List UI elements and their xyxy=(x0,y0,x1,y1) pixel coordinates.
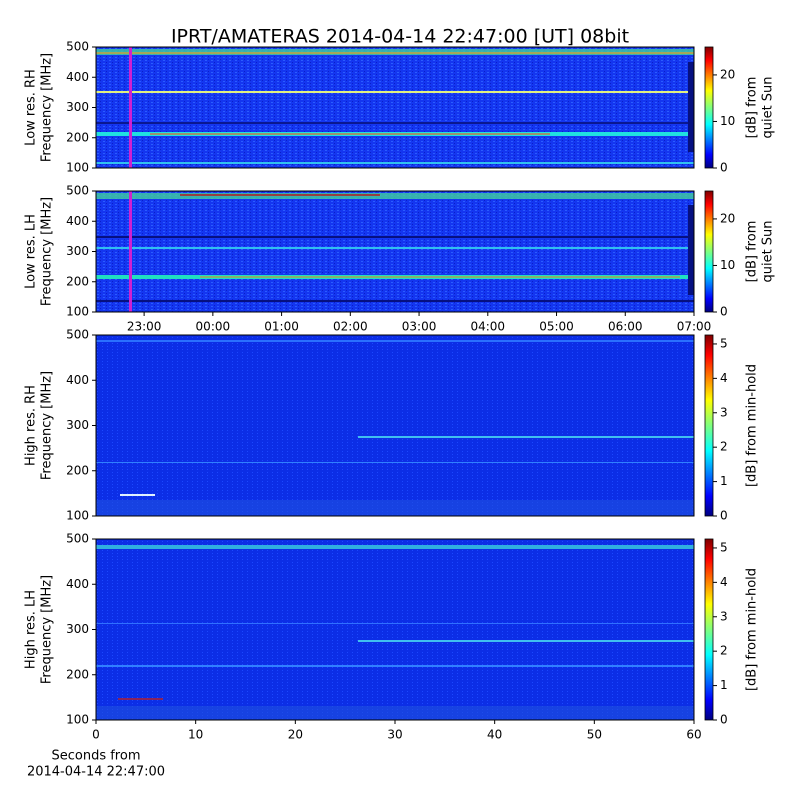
colorbar-tick-label: 3 xyxy=(720,405,728,419)
x-tick-label: 20 xyxy=(288,728,303,742)
x-tick-label: 0 xyxy=(92,728,100,742)
x-axis-label: 2014-04-14 22:47:00 xyxy=(27,765,165,780)
spectrogram xyxy=(96,191,694,312)
y-tick-label: 500 xyxy=(66,40,89,54)
y-axis-label: Low res. LH xyxy=(24,214,39,289)
y-tick-label: 100 xyxy=(66,161,89,175)
colorbar-label: [dB] from xyxy=(745,221,760,283)
y-tick-label: 300 xyxy=(66,244,89,258)
y-tick-label: 400 xyxy=(66,70,89,84)
y-tick-label: 500 xyxy=(66,328,89,342)
colorbar xyxy=(704,46,714,169)
x-tick-label: 06:00 xyxy=(608,320,643,334)
y-tick-label: 200 xyxy=(66,130,89,144)
spectrogram xyxy=(96,539,694,720)
colorbar-label: [dB] from min-hold xyxy=(745,568,760,691)
colorbar-tick-label: 20 xyxy=(720,211,735,225)
colorbar-tick-label: 20 xyxy=(720,67,735,81)
spectrogram xyxy=(96,47,694,168)
y-tick-label: 100 xyxy=(66,509,89,523)
y-tick-label: 300 xyxy=(66,622,89,636)
colorbar-tick-label: 4 xyxy=(720,371,728,385)
y-tick-label: 100 xyxy=(66,305,89,319)
colorbar-tick-label: 4 xyxy=(720,575,728,589)
colorbar-tick-label: 5 xyxy=(720,336,728,350)
x-tick-label: 05:00 xyxy=(539,320,574,334)
colorbar-tick-label: 1 xyxy=(720,474,728,488)
colorbar-tick-label: 0 xyxy=(720,713,728,727)
chart-title: IPRT/AMATERAS 2014-04-14 22:47:00 [UT] 0… xyxy=(171,26,629,48)
y-axis-label: Frequency [MHz] xyxy=(40,371,55,480)
colorbar-tick-label: 3 xyxy=(720,609,728,623)
colorbar xyxy=(704,334,714,517)
colorbar xyxy=(704,538,714,721)
x-tick-label: 02:00 xyxy=(333,320,368,334)
y-tick-label: 500 xyxy=(66,184,89,198)
x-tick-label: 30 xyxy=(387,728,402,742)
y-tick-label: 400 xyxy=(66,577,89,591)
colorbar xyxy=(704,190,714,313)
x-tick-label: 07:00 xyxy=(677,320,712,334)
y-tick-label: 400 xyxy=(66,373,89,387)
colorbar-label: quiet Sun xyxy=(761,220,776,282)
colorbar-tick-label: 2 xyxy=(720,644,728,658)
y-tick-label: 500 xyxy=(66,532,89,546)
y-tick-label: 200 xyxy=(66,274,89,288)
colorbar-tick-label: 2 xyxy=(720,440,728,454)
y-axis-label: Frequency [MHz] xyxy=(40,575,55,684)
colorbar-label: [dB] from min-hold xyxy=(745,364,760,487)
y-tick-label: 100 xyxy=(66,713,89,727)
colorbar-tick-label: 0 xyxy=(720,161,728,175)
x-tick-label: 10 xyxy=(188,728,203,742)
colorbar-tick-label: 5 xyxy=(720,540,728,554)
y-tick-label: 200 xyxy=(66,463,89,477)
colorbar-label: quiet Sun xyxy=(761,76,776,138)
colorbar-label: [dB] from xyxy=(745,77,760,139)
x-axis-label: Seconds from xyxy=(51,749,140,764)
x-tick-label: 40 xyxy=(487,728,502,742)
x-tick-label: 00:00 xyxy=(196,320,231,334)
y-axis-label: Frequency [MHz] xyxy=(40,53,55,162)
y-axis-label: Low res. RH xyxy=(24,69,39,146)
colorbar-tick-label: 0 xyxy=(720,305,728,319)
y-tick-label: 300 xyxy=(66,418,89,432)
colorbar-tick-label: 1 xyxy=(720,678,728,692)
y-tick-label: 300 xyxy=(66,100,89,114)
y-tick-label: 400 xyxy=(66,214,89,228)
x-tick-label: 50 xyxy=(587,728,602,742)
y-tick-label: 200 xyxy=(66,667,89,681)
spectrogram xyxy=(96,335,694,516)
y-axis-label: Frequency [MHz] xyxy=(40,197,55,306)
y-axis-label: High res. RH xyxy=(24,385,39,466)
colorbar-tick-label: 0 xyxy=(720,509,728,523)
x-tick-label: 01:00 xyxy=(264,320,299,334)
x-tick-label: 04:00 xyxy=(470,320,505,334)
colorbar-tick-label: 10 xyxy=(720,258,735,272)
x-tick-label: 03:00 xyxy=(402,320,437,334)
colorbar-tick-label: 10 xyxy=(720,114,735,128)
x-tick-label: 23:00 xyxy=(127,320,162,334)
x-tick-label: 60 xyxy=(686,728,701,742)
y-axis-label: High res. LH xyxy=(24,590,39,669)
